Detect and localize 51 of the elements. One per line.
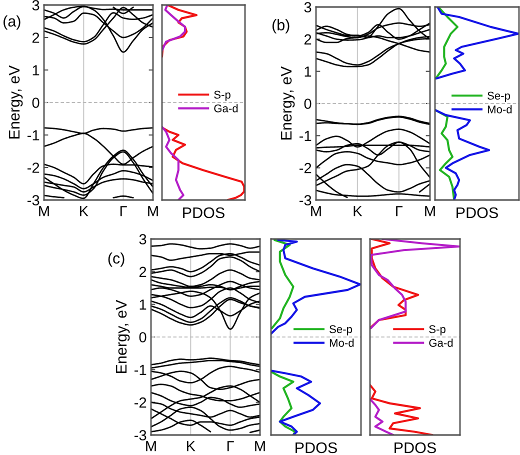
legend-label: Se-p — [488, 92, 510, 102]
y-tick-label: 1 — [140, 300, 146, 310]
y-tick-label: 1 — [32, 65, 40, 76]
y-tick-label: 0 — [304, 98, 312, 109]
x-tick-label: M — [255, 441, 265, 452]
y-tick-label: 0 — [139, 332, 146, 342]
y-axis-title: Energy, eV — [9, 65, 23, 138]
legend-label: Ga-d — [214, 104, 238, 112]
x-tick-label: M — [311, 206, 321, 216]
y-tick-label: 1 — [304, 66, 312, 77]
y-tick-label: 3 — [139, 234, 146, 244]
legend-label: Ga-d — [429, 338, 453, 347]
x-tick-label: M — [146, 441, 156, 452]
y-axis-title: Energy, eV — [116, 300, 130, 373]
x-axis-title: PDOS — [394, 442, 436, 454]
text: (a) — [4, 15, 20, 30]
text: (c) — [108, 252, 124, 267]
y-tick-label: -1 — [134, 364, 146, 375]
x-axis-title: PDOS — [296, 442, 337, 454]
x-tick-label: K — [186, 441, 196, 452]
y-tick-label: -3 — [28, 195, 40, 206]
y-tick-label: 2 — [304, 34, 312, 44]
text: (b) — [272, 19, 290, 34]
x-tick-label: Γ — [396, 206, 403, 216]
y-tick-label: -2 — [134, 397, 146, 408]
y-tick-label: -3 — [134, 430, 146, 440]
y-tick-label: -2 — [300, 162, 312, 174]
x-tick-label: Γ — [120, 206, 127, 216]
y-tick-label: 3 — [32, 0, 40, 10]
x-tick-label: M — [39, 206, 49, 216]
legend-label: S-p — [429, 325, 446, 336]
x-tick-label: Γ — [227, 441, 234, 452]
y-tick-label: 2 — [32, 32, 40, 43]
x-tick-label: M — [425, 206, 435, 216]
x-tick-label: K — [80, 206, 88, 216]
y-tick-label: 3 — [304, 2, 312, 12]
y-tick-label: -3 — [300, 195, 312, 206]
y-tick-label: 0 — [32, 98, 40, 108]
x-axis-title: PDOS — [456, 207, 498, 218]
y-tick-label: -1 — [28, 130, 40, 140]
legend-label: S-p — [214, 90, 230, 101]
x-tick-label: K — [354, 206, 362, 216]
legend-label: Mo-d — [330, 338, 354, 347]
legend-label: Mo-d — [488, 105, 512, 114]
y-axis-title: Energy, eV — [281, 66, 295, 140]
x-axis-title: PDOS — [183, 207, 224, 218]
y-tick-label: -2 — [28, 162, 40, 173]
y-tick-label: 2 — [139, 266, 146, 277]
y-tick-label: -1 — [300, 130, 312, 141]
x-tick-label: M — [148, 206, 158, 216]
legend-label: Se-p — [330, 325, 352, 336]
